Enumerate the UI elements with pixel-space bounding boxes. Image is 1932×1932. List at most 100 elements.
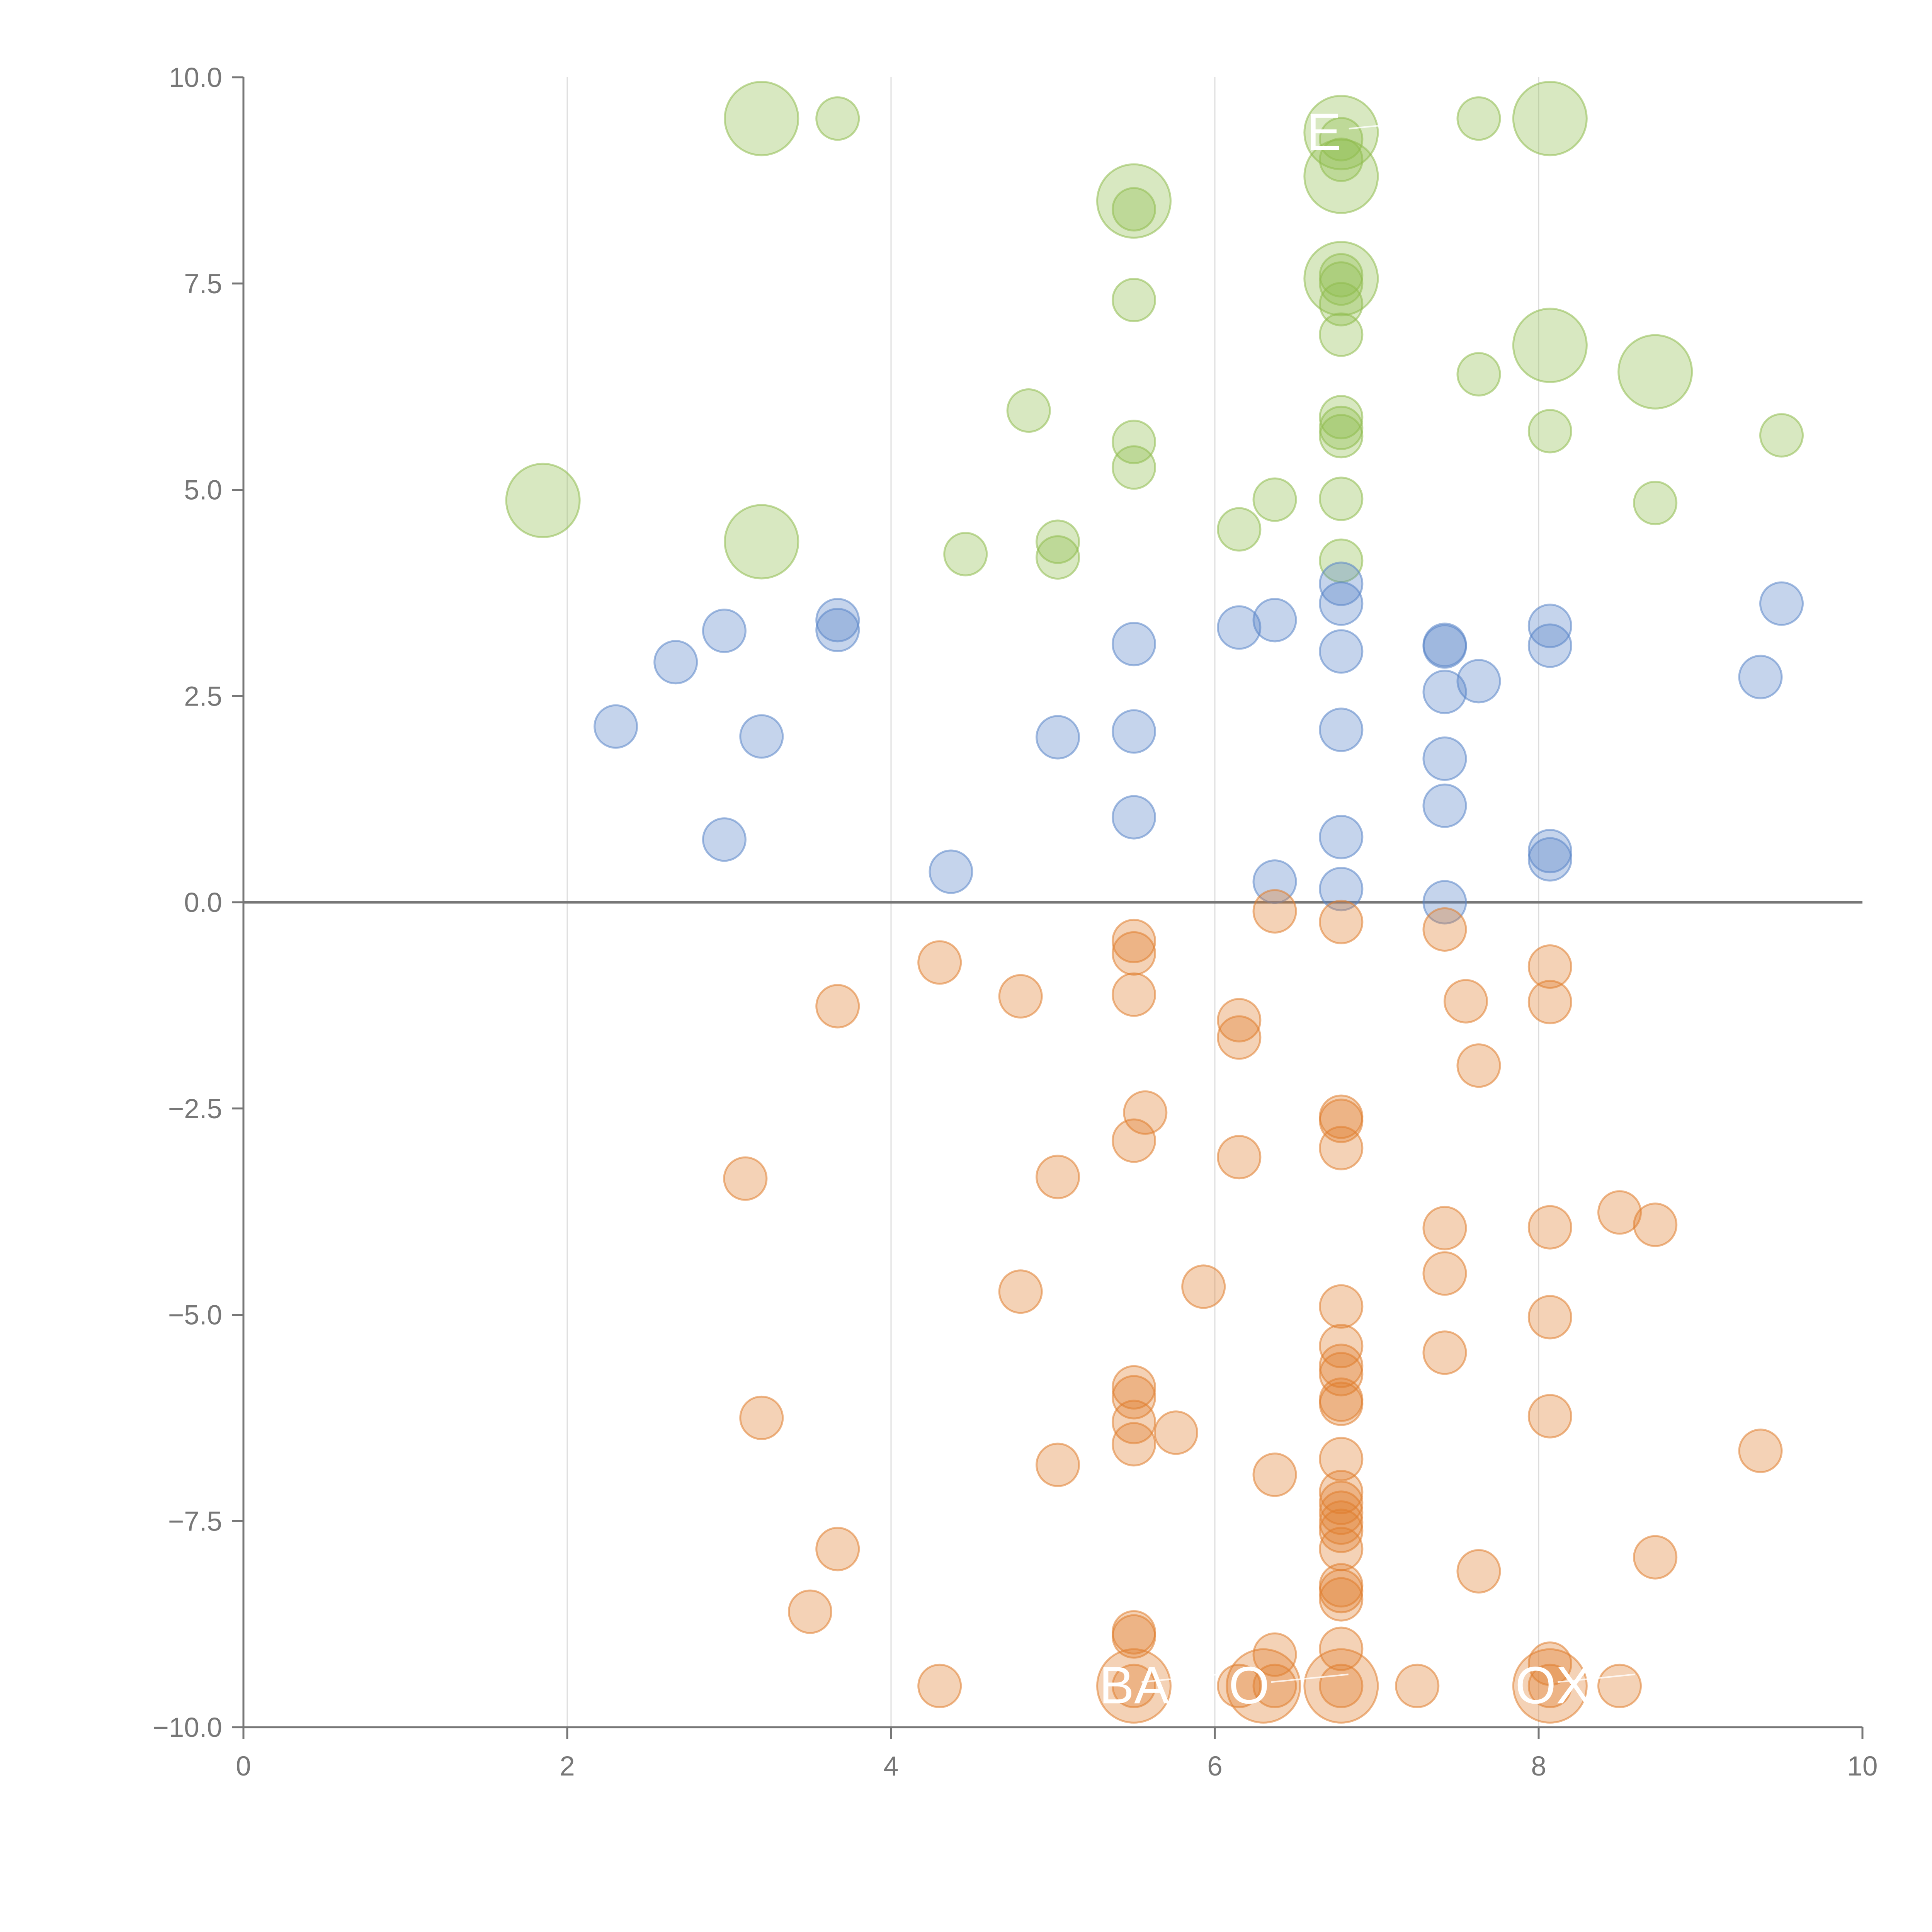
x-tick-label: 6	[1207, 1751, 1223, 1782]
bubble-point-orange	[1112, 1422, 1156, 1467]
bubble-point-green	[1512, 81, 1588, 156]
bubble-point-blue	[1319, 815, 1364, 859]
y-tick-label: 5.0	[184, 475, 222, 506]
bubble-point-orange	[1422, 907, 1467, 952]
bubble-point-orange	[1443, 979, 1488, 1024]
bubble-point-blue	[1112, 709, 1156, 754]
bubble-point-blue	[1319, 867, 1364, 912]
bubble-point-green	[1006, 388, 1051, 433]
bubble-point-orange	[1319, 1381, 1364, 1426]
bubble-point-orange	[1527, 1394, 1572, 1439]
bubble-point-orange	[1123, 1090, 1168, 1135]
bubble-point-blue	[739, 714, 784, 759]
y-tick-label: −7.5	[168, 1506, 222, 1537]
bubble-point-blue	[1319, 561, 1364, 606]
bubble-point-orange	[1319, 1577, 1364, 1622]
bubble-point-orange	[1252, 1632, 1297, 1677]
bubble-point-orange	[1633, 1535, 1678, 1580]
bubble-point-orange	[1527, 1663, 1572, 1708]
bubble-point-green	[1112, 277, 1156, 322]
bubble-point-green	[1527, 409, 1572, 454]
bubble-point-green	[1303, 241, 1379, 316]
bubble-point-blue	[702, 817, 747, 862]
bubble-point-orange	[1738, 1429, 1783, 1473]
bubble-point-orange	[1597, 1190, 1642, 1235]
bubble-point-orange	[1319, 1099, 1364, 1143]
y-tick-label: −2.5	[168, 1094, 222, 1124]
bubble-point-orange	[1319, 1490, 1364, 1535]
bubble-point-orange	[1456, 1549, 1501, 1594]
bubble-point-orange	[1252, 1663, 1297, 1708]
bubble-point-blue	[1112, 795, 1156, 840]
bubble-point-green	[1303, 138, 1379, 214]
bubble-point-green	[724, 504, 799, 580]
bubble-point-orange	[1112, 1365, 1156, 1410]
y-tick-label: −10.0	[153, 1713, 222, 1743]
point-label: O	[1229, 1656, 1270, 1714]
bubble-point-orange	[1512, 1648, 1588, 1724]
bubble-point-orange	[1303, 1648, 1379, 1724]
bubble-point-orange	[1527, 944, 1572, 989]
bubble-point-blue	[1759, 581, 1804, 626]
bubble-point-blue	[1319, 629, 1364, 674]
bubble-point-orange	[788, 1589, 832, 1634]
bubble-point-blue	[1252, 598, 1297, 643]
bubble-point-green	[1319, 282, 1364, 327]
bubble-point-orange	[1319, 1126, 1364, 1170]
bubble-point-blue	[1422, 624, 1467, 669]
bubble-point-green	[815, 96, 860, 141]
bubble-point-orange	[1527, 1295, 1572, 1340]
bubble-point-orange	[1422, 1206, 1467, 1250]
bubble-point-blue	[1422, 880, 1467, 925]
bubble-point-blue	[1319, 581, 1364, 626]
point-label: E	[1306, 102, 1342, 161]
bubble-point-green	[1319, 138, 1364, 182]
bubble-point-orange	[1036, 1155, 1080, 1199]
x-tick-label: 4	[883, 1751, 899, 1782]
bubble-point-orange	[1527, 1641, 1572, 1686]
bubble-point-orange	[1527, 1205, 1572, 1250]
bubble-point-orange	[1153, 1410, 1198, 1455]
bubble-point-green	[724, 81, 799, 156]
bubble-point-blue	[702, 609, 747, 653]
bubble-point-orange	[1319, 1663, 1364, 1708]
bubble-point-orange	[1226, 1648, 1301, 1724]
bubble-point-orange	[917, 1663, 962, 1708]
label-leader-line	[1141, 1673, 1219, 1683]
bubble-point-orange	[917, 940, 962, 985]
y-tick-label: 0.0	[184, 888, 222, 918]
point-labels: BA O OX E	[1099, 102, 1635, 1714]
bubble-point-green	[1617, 334, 1693, 410]
bubble-point-green	[1512, 308, 1588, 383]
bubble-point-orange	[1112, 931, 1156, 976]
bubble-point-orange	[1319, 900, 1364, 944]
bubble-point-blue	[1422, 783, 1467, 828]
bubble-point-orange	[1597, 1663, 1642, 1708]
bubble-point-green	[1112, 187, 1156, 232]
bubble-point-green	[1759, 413, 1804, 458]
bubble-point-green	[1217, 507, 1262, 552]
y-tick-label: 10.0	[169, 63, 222, 93]
bubble-point-green	[1319, 414, 1364, 459]
bubble-point-orange	[1112, 1118, 1156, 1163]
bubble-point-green	[1456, 96, 1501, 141]
bubble-point-orange	[1096, 1648, 1172, 1724]
bubble-point-blue	[1112, 622, 1156, 667]
bubble-point-blue	[1422, 736, 1467, 781]
series-orange	[723, 889, 1783, 1724]
bubble-point-blue	[1456, 659, 1501, 704]
bubble-point-blue	[1527, 623, 1572, 668]
bubble-point-orange	[998, 1269, 1043, 1314]
bubble-point-blue	[1217, 605, 1262, 650]
bubble-point-green	[1036, 535, 1080, 580]
bubble-point-green	[1319, 476, 1364, 521]
y-tick-label: −5.0	[168, 1300, 222, 1331]
series-green	[505, 81, 1804, 583]
bubble-point-orange	[1395, 1663, 1440, 1708]
point-label: OX	[1515, 1656, 1591, 1714]
y-tick-label: 7.5	[184, 269, 222, 299]
label-leader-line	[1349, 120, 1427, 130]
bubble-point-green	[1112, 420, 1156, 464]
bubble-point-green	[1319, 395, 1364, 440]
